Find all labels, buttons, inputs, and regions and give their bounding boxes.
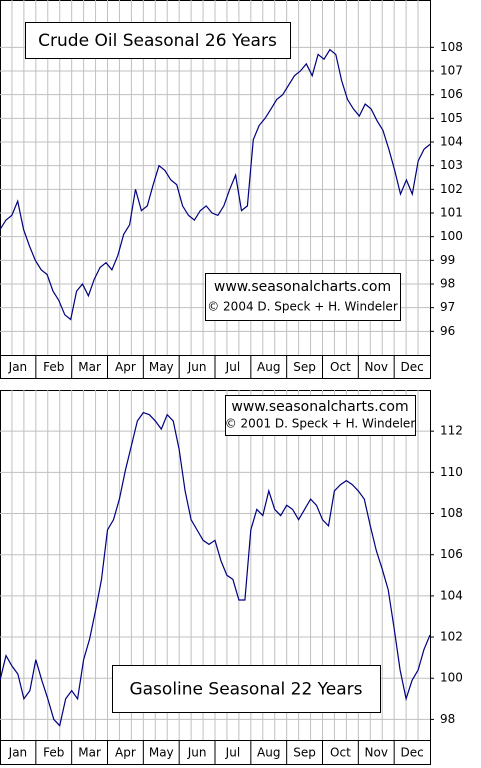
x-tick-label: Mar (78, 360, 101, 374)
note-box (225, 395, 416, 436)
chart-title: Gasoline Seasonal 22 Years (129, 680, 362, 700)
y-tick-label: 100 (440, 229, 463, 243)
y-tick-label: 104 (440, 588, 463, 602)
y-tick-label: 110 (440, 465, 463, 479)
x-tick-label: Apr (115, 360, 136, 374)
y-tick-label: 102 (440, 182, 463, 196)
x-tick-label: Apr (115, 746, 136, 760)
y-tick-label: 102 (440, 630, 463, 644)
x-tick-label: Jun (187, 360, 207, 374)
x-tick-label: Aug (257, 746, 280, 760)
y-tick-label: 101 (440, 206, 463, 220)
x-tick-label: Nov (365, 746, 388, 760)
x-tick-label: Jan (8, 746, 28, 760)
x-tick-label: Oct (330, 746, 351, 760)
y-tick-label: 104 (440, 135, 463, 149)
x-tick-label: Aug (257, 360, 280, 374)
y-tick-label: 106 (440, 87, 463, 101)
y-tick-label: 98 (440, 712, 455, 726)
x-tick-label: Nov (365, 360, 388, 374)
annotation: www.seasonalcharts.com (214, 279, 391, 295)
x-tick-label: Feb (43, 746, 64, 760)
chart-title: Crude Oil Seasonal 26 Years (38, 31, 277, 51)
note-box (205, 273, 401, 321)
y-tick-label: 108 (440, 40, 463, 54)
x-tick-label: Jan (8, 360, 28, 374)
x-tick-label: Dec (400, 746, 423, 760)
y-tick-label: 98 (440, 277, 455, 291)
x-tick-label: Feb (43, 360, 64, 374)
y-tick-label: 105 (440, 111, 463, 125)
x-tick-label: Jul (225, 746, 240, 760)
x-tick-label: Sep (293, 360, 316, 374)
data-line (0, 411, 431, 727)
x-tick-label: Dec (400, 360, 423, 374)
x-tick-label: Jun (187, 746, 207, 760)
x-tick-label: Oct (330, 360, 351, 374)
x-tick-label: Sep (293, 746, 316, 760)
x-tick-label: May (149, 746, 174, 760)
title-box (25, 22, 291, 59)
y-tick-label: 96 (440, 324, 455, 338)
y-tick-label: 108 (440, 506, 463, 520)
x-tick-label: Mar (78, 746, 101, 760)
x-tick-label: Jul (225, 360, 240, 374)
y-tick-label: 107 (440, 64, 463, 78)
annotation: © 2001 D. Speck + H. Windeler (225, 416, 416, 430)
y-tick-label: 112 (440, 424, 463, 438)
y-tick-label: 97 (440, 300, 455, 314)
y-tick-label: 103 (440, 158, 463, 172)
x-tick-label: May (149, 360, 174, 374)
data-line (0, 48, 431, 321)
annotation: © 2004 D. Speck + H. Windeler (207, 299, 398, 313)
annotation: www.seasonalcharts.com (231, 399, 408, 415)
title-box (112, 665, 381, 713)
y-tick-label: 99 (440, 253, 455, 267)
y-tick-label: 106 (440, 547, 463, 561)
y-tick-label: 100 (440, 671, 463, 685)
